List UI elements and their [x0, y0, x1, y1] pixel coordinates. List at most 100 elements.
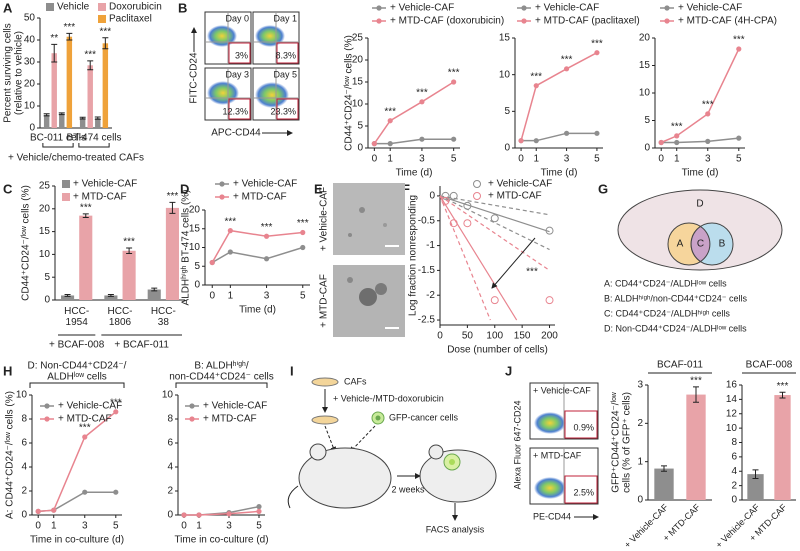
bar: [165, 207, 179, 300]
marker: [181, 512, 187, 518]
legend-label: + MTD-CAF: [58, 414, 112, 425]
line: [211, 246, 303, 264]
panel-letter: H: [3, 363, 12, 378]
y-tick-label: -1: [426, 240, 435, 251]
y-tick-label: 10: [39, 249, 51, 260]
panel-letter: D: [180, 181, 189, 196]
legend-marker: [473, 180, 481, 188]
ci-line: [439, 195, 550, 216]
marker: [113, 489, 119, 495]
bar: [102, 43, 109, 128]
x-tick-label: 1: [674, 154, 680, 165]
day-label: Day 3: [225, 69, 249, 79]
panel-letter: B: [178, 0, 187, 15]
y-tick-label: -2: [426, 290, 435, 301]
significance: ***: [63, 22, 75, 33]
bar: [104, 295, 118, 300]
x-tick-label: 1: [196, 521, 202, 532]
y-tick-label: 50: [24, 13, 36, 24]
x-tick-label: 0: [372, 154, 378, 165]
error-bar: [43, 113, 50, 117]
marker: [371, 141, 377, 147]
y-tick-label: 8: [731, 437, 737, 448]
y-tick-label: 25: [39, 181, 51, 192]
y-tick-label: 2: [21, 486, 27, 497]
venn-legend: B: ALDHʰⁱᵍʰ/non-CD44⁺CD24⁻ cells: [604, 293, 747, 303]
marker: [263, 233, 270, 239]
schema-label: FACS analysis: [426, 524, 485, 534]
y-tick-label: 14: [726, 394, 738, 405]
y-tick-label: 5: [44, 272, 50, 283]
y-tick-label: 3: [637, 380, 643, 391]
legend-label: + MTD-CAF: [488, 191, 542, 202]
marker: [705, 138, 711, 144]
bar: [66, 36, 73, 129]
y-tick-label: 2: [167, 486, 173, 497]
bar: [61, 295, 75, 300]
marker: [256, 508, 262, 514]
legend-label: + MTD-CAF (doxorubicin): [390, 16, 504, 27]
significance: ***: [297, 218, 309, 229]
gate-percent: 8.3%: [275, 50, 296, 60]
x-tick-label: 5: [113, 521, 119, 532]
legend-marker: [521, 18, 527, 24]
ci-line: [439, 195, 491, 321]
x-tick-label: 5: [736, 154, 742, 165]
x-axis-label: Dose (number of cells): [447, 345, 548, 356]
flow-label: + Vehicle-CAF: [533, 385, 591, 395]
legend-marker: [219, 181, 225, 187]
y-tick-label: 10: [16, 390, 28, 401]
significance: ***: [225, 216, 237, 227]
point: [463, 201, 472, 210]
significance: ***: [777, 381, 789, 392]
x-tick-label: BC-011 cells: [30, 133, 86, 144]
legend-swatch: [46, 3, 54, 11]
venn-g: D A C B A: CD44⁺CD24⁻/ALDHˡᵒʷ cells B: A…: [604, 189, 783, 333]
legend-swatch: [62, 180, 70, 188]
group-label: + BCAF-011: [114, 340, 169, 351]
panel-letter: C: [3, 181, 13, 196]
x-tick-label: 0: [181, 521, 187, 532]
flow-plot: Day 0 3%: [204, 11, 252, 65]
marker: [226, 511, 232, 517]
y-tick-label: 20: [639, 33, 651, 44]
marker: [263, 256, 270, 262]
x-tick-label: 5: [594, 154, 600, 165]
point: [490, 296, 499, 305]
point: [441, 196, 450, 205]
error-bar: [779, 391, 786, 399]
flow-plots-j: + Vehicle-CAF 0.9% + MTD-CAF 2.5% Alexa Fl…: [512, 382, 599, 521]
fit-line: [439, 195, 518, 321]
significance: ***: [671, 122, 683, 133]
legend-label: + Vehicle-CAF: [233, 179, 297, 190]
legend-label: + MTD-CAF: [233, 192, 287, 203]
legend-label: + MTD-CAF: [203, 414, 257, 425]
legend-marker: [473, 192, 481, 200]
y-tick-label: 8: [167, 414, 173, 425]
significance: ***: [110, 397, 122, 408]
axis-label: Alexa Fluor 647-CD24: [512, 400, 522, 489]
y-axis-label: A: CD44⁺CD24⁻/ˡᵒʷ cells (%): [5, 391, 16, 519]
marker: [563, 66, 570, 72]
y-tick-label: 15: [499, 33, 511, 44]
legend-label: Vehicle: [57, 2, 90, 13]
legend-marker: [376, 18, 382, 24]
marker: [82, 434, 88, 440]
venn-region: A: [677, 239, 684, 250]
line: [660, 48, 740, 144]
x-axis-label: Time (d): [396, 168, 433, 179]
marker: [518, 138, 524, 144]
x-tick-label: 3: [226, 521, 232, 532]
y-tick-label: 10: [162, 390, 174, 401]
schema-label: CAFs: [344, 376, 367, 386]
significance: ***: [123, 237, 135, 248]
error-bar: [82, 213, 89, 218]
significance: ***: [80, 202, 92, 213]
legend-label: Paclitaxel: [109, 14, 152, 25]
bar: [686, 394, 706, 500]
y-tick-label: 10: [189, 242, 201, 253]
marker: [658, 139, 664, 146]
marker: [419, 99, 425, 105]
error-bar: [64, 294, 71, 297]
